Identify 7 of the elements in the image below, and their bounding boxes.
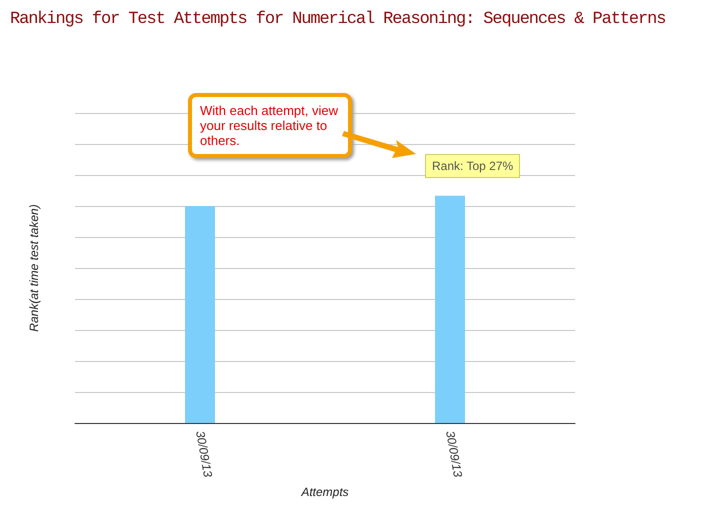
x-axis-title: Attempts [300, 484, 349, 499]
y-axis-title: Rank(at time test taken) [27, 204, 41, 332]
text: With each attempt, view your results relative to others. [188, 93, 352, 158]
text: Rank: Top 27% [425, 154, 520, 178]
x-tick-label: 30/09/13 [443, 430, 466, 479]
x-tick-label: 30/09/13 [193, 430, 216, 479]
chart-title: Rankings for Test Attempts for Numerical Reasoning: Sequences & Patterns [10, 10, 666, 29]
